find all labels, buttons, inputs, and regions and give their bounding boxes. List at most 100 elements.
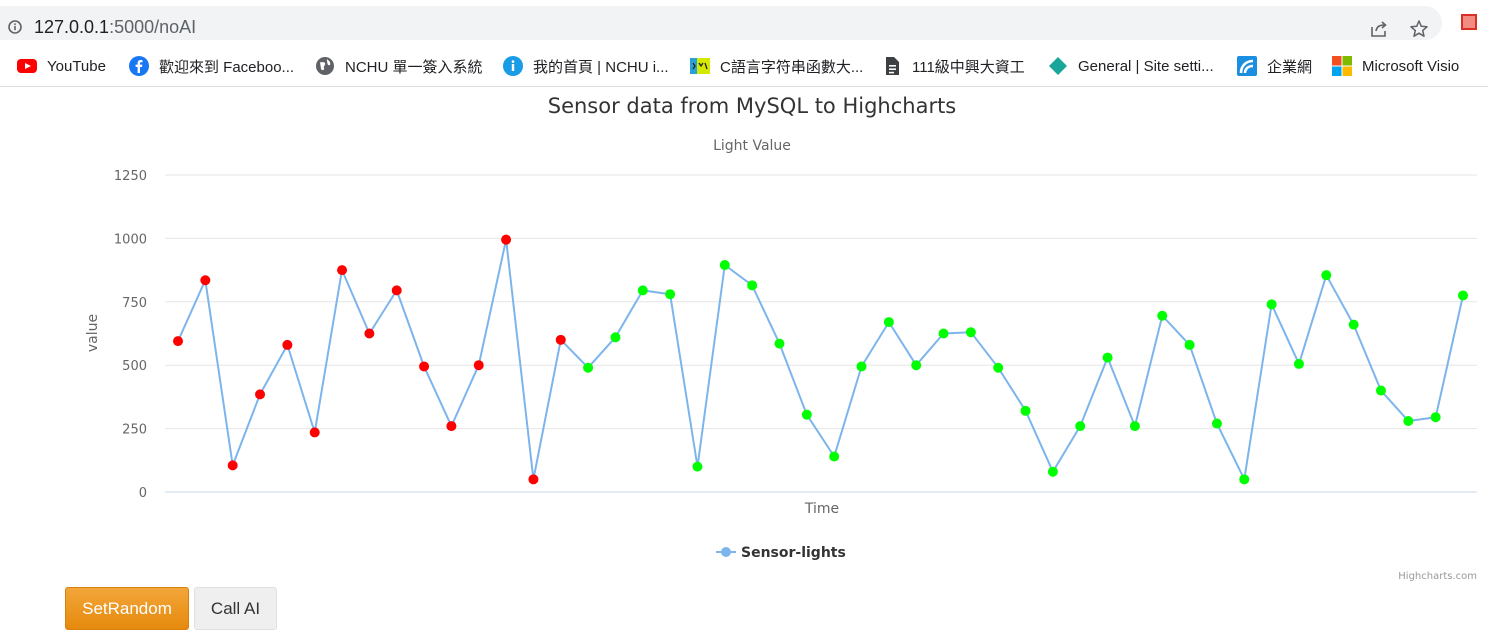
- data-point: [255, 389, 266, 400]
- y-axis-title: value: [85, 314, 101, 352]
- data-point: [1102, 352, 1113, 363]
- data-point: [1403, 415, 1414, 426]
- data-point: [528, 474, 539, 485]
- bookmark-label: 我的首頁 | NCHU i...: [533, 58, 669, 76]
- bookmark-star-icon[interactable]: [1409, 19, 1429, 39]
- info-circle-icon: [503, 56, 523, 76]
- data-point: [1266, 299, 1277, 310]
- data-point: [1375, 385, 1386, 396]
- y-tick-label: 1250: [114, 169, 147, 184]
- y-tick-label: 1000: [114, 232, 147, 247]
- bookmark-label: 111級中興大資工: [912, 58, 1025, 76]
- url-host: 127.0.0.1: [34, 17, 110, 37]
- data-point: [774, 338, 785, 349]
- bookmark-label: NCHU 單一簽入系統: [345, 58, 483, 76]
- data-point: [747, 280, 758, 291]
- bookmark-label: 企業網: [1267, 58, 1313, 76]
- legend-symbol-marker: [721, 547, 731, 557]
- chart-subtitle: Light Value: [713, 138, 791, 154]
- set-random-button[interactable]: SetRandom: [65, 587, 189, 630]
- data-point: [856, 361, 867, 372]
- data-point: [1348, 319, 1359, 330]
- x-axis-title: Time: [804, 501, 839, 517]
- data-point: [829, 451, 840, 462]
- diamond-icon: [1049, 57, 1067, 75]
- bookmark-microsoft-visio[interactable]: Microsoft Visio: [1331, 54, 1459, 78]
- data-point: [965, 327, 976, 338]
- share-icon[interactable]: [1369, 19, 1389, 39]
- data-point: [1239, 474, 1250, 485]
- url-text[interactable]: 127.0.0.1:5000/noAI: [34, 17, 196, 38]
- bookmark-youtube[interactable]: YouTube: [16, 54, 106, 78]
- call-ai-button[interactable]: Call AI: [194, 587, 277, 630]
- globe-icon: [316, 57, 334, 75]
- document-icon: [886, 57, 899, 75]
- data-point: [1321, 270, 1332, 281]
- address-bar[interactable]: 127.0.0.1:5000/noAI: [0, 6, 1442, 40]
- data-point: [692, 461, 703, 472]
- data-point: [337, 265, 348, 276]
- youtube-icon: [17, 59, 37, 73]
- data-point: [1157, 310, 1168, 321]
- chart-title: Sensor data from MySQL to Highcharts: [547, 94, 957, 118]
- chart-container: Sensor data from MySQL to Highcharts Lig…: [0, 88, 1488, 588]
- url-path: :5000/noAI: [109, 17, 197, 37]
- extension-icon[interactable]: [1460, 13, 1478, 31]
- data-point: [665, 289, 676, 300]
- bookmark-nchu-sso[interactable]: NCHU 單一簽入系統: [314, 54, 483, 78]
- bookmark-label: C語言字符串函數大...: [720, 58, 864, 76]
- bookmark-enterprise-net[interactable]: 企業網: [1236, 54, 1312, 78]
- data-point: [446, 421, 457, 432]
- data-point: [282, 339, 293, 350]
- microsoft-icon: [1332, 56, 1352, 76]
- y-tick-label: 250: [122, 423, 147, 438]
- bookmark-facebook[interactable]: 歡迎來到 Faceboo...: [128, 54, 294, 78]
- legend-item[interactable]: Sensor-lights: [741, 545, 846, 561]
- data-point: [1075, 421, 1086, 432]
- data-point: [419, 361, 430, 372]
- data-point: [391, 285, 402, 296]
- bookmarks-bar: YouTube 歡迎來到 Faceboo... NCHU 單一簽入系統 我的首頁…: [0, 46, 1488, 87]
- data-point: [1293, 358, 1304, 369]
- data-point: [555, 334, 566, 345]
- site-info-icon[interactable]: [8, 20, 22, 34]
- bookmark-label: 歡迎來到 Faceboo...: [159, 58, 295, 76]
- y-tick-label: 0: [139, 486, 147, 501]
- data-point: [1020, 405, 1031, 416]
- bookmark-c-strings[interactable]: C語言字符串函數大...: [689, 54, 863, 78]
- wifi-logo-icon: [1237, 56, 1257, 76]
- data-point: [1047, 466, 1058, 477]
- data-point: [1129, 421, 1140, 432]
- y-tick-label: 500: [122, 359, 147, 374]
- y-tick-label: 750: [122, 296, 147, 311]
- data-point: [1211, 418, 1222, 429]
- data-point: [309, 427, 320, 438]
- data-point: [473, 360, 484, 371]
- data-point: [200, 275, 211, 286]
- series-line: [177, 238, 1464, 481]
- data-point: [1458, 290, 1468, 301]
- data-point: [719, 260, 730, 271]
- data-point: [364, 328, 375, 339]
- bookmark-nchu-cs[interactable]: 111級中興大資工: [881, 54, 1025, 78]
- data-point: [1184, 339, 1195, 350]
- data-point: [610, 332, 621, 343]
- data-point: [637, 285, 648, 296]
- data-point: [938, 328, 949, 339]
- data-point: [883, 317, 894, 328]
- line-chart: 0 250 500 750 1000 1250 Time value Sensor-lights: [85, 169, 1477, 561]
- data-point: [801, 409, 812, 420]
- facebook-icon: [129, 56, 149, 76]
- data-point: [173, 336, 183, 347]
- data-point: [583, 362, 594, 373]
- bookmark-label: YouTube: [47, 57, 106, 75]
- data-point: [501, 234, 512, 245]
- data-point: [993, 362, 1004, 373]
- data-point: [911, 360, 922, 371]
- chart-credits[interactable]: Highcharts.com: [1398, 571, 1477, 582]
- data-point: [227, 460, 238, 471]
- bookmark-general-settings[interactable]: General | Site setti...: [1047, 54, 1214, 78]
- bookmark-label: General | Site setti...: [1078, 57, 1214, 75]
- browser-toolbar: 127.0.0.1:5000/noAI: [0, 0, 1488, 44]
- bookmark-my-homepage[interactable]: 我的首頁 | NCHU i...: [502, 54, 669, 78]
